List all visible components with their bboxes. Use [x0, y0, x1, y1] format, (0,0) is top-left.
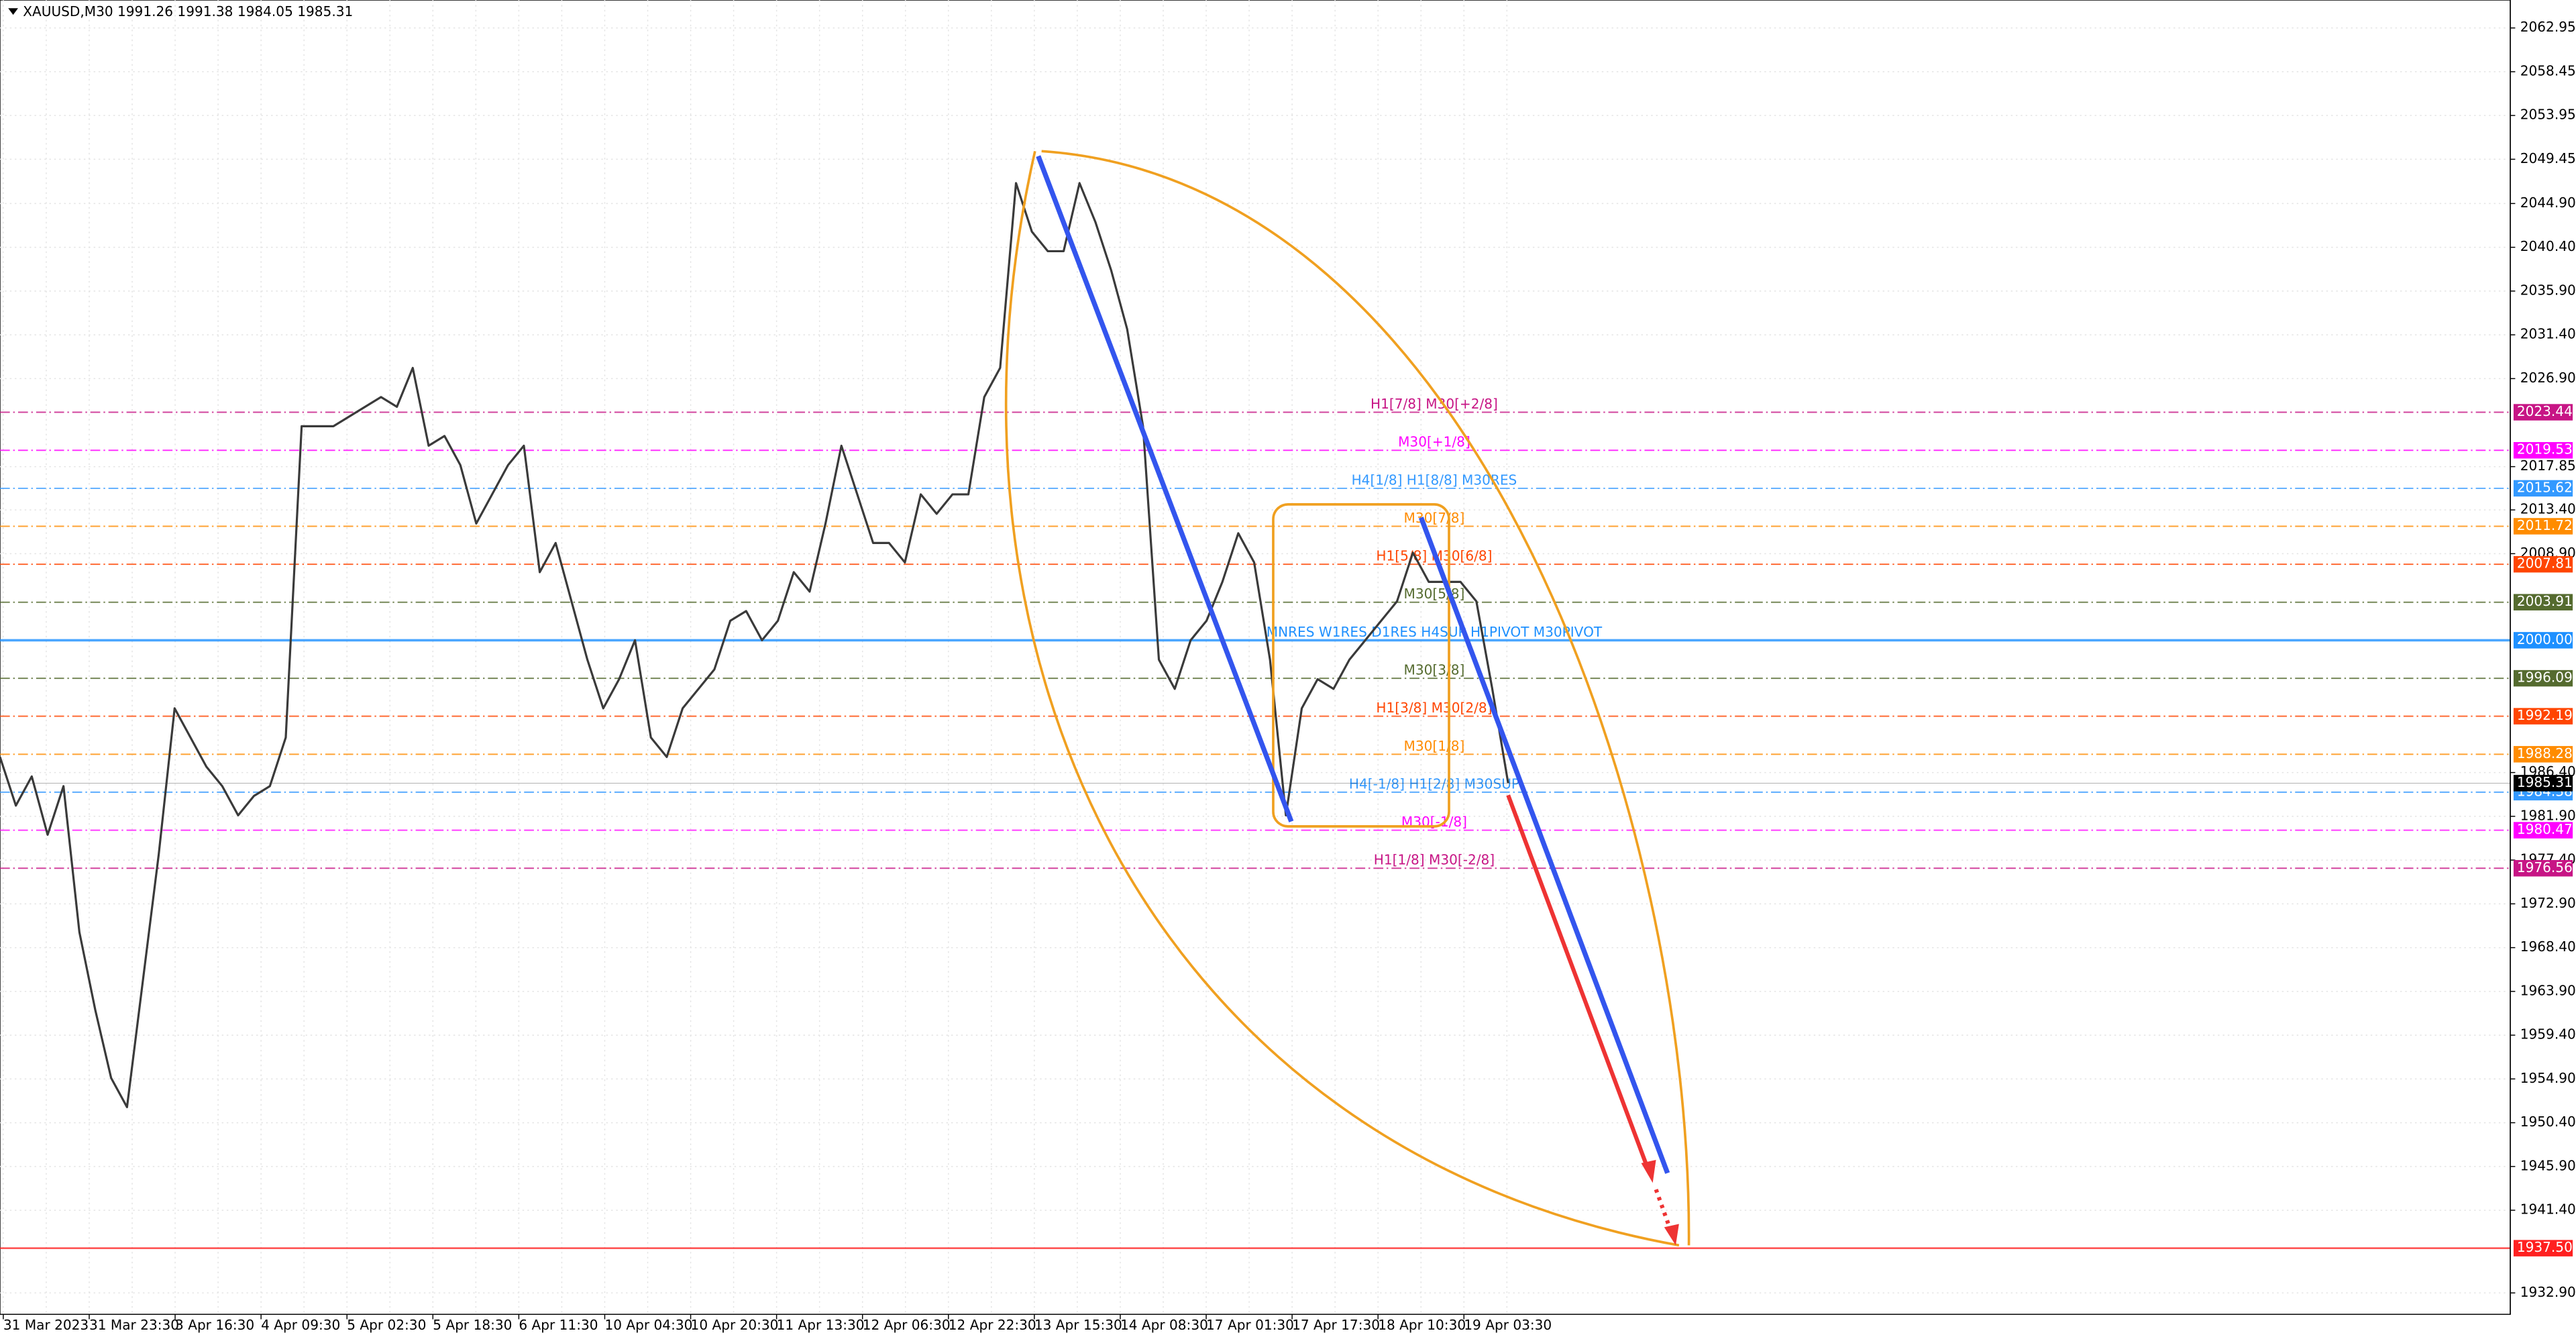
level-name: H1[7/8] M30[+2/8] [1371, 396, 1498, 412]
level-price-label: 1980.47 [2517, 821, 2573, 837]
arc-right [1041, 150, 1690, 1246]
price-line [0, 182, 1509, 1108]
level-price-tag [2513, 441, 2573, 459]
forecast-arrow [1506, 794, 1652, 1174]
arrow-head [1664, 1224, 1679, 1246]
y-tick-label: 1972.90 [2520, 895, 2576, 911]
trend-line [1418, 517, 1670, 1174]
level-price-tag [2513, 860, 2573, 877]
y-tick-label: 2031.40 [2520, 326, 2576, 342]
target-price-tag [2513, 1240, 2573, 1256]
x-tick-label: 3 Apr 16:30 [175, 1317, 254, 1333]
level-name: M30[+1/8] [1398, 434, 1470, 450]
y-tick-label: 1968.40 [2520, 939, 2576, 955]
level-price-tag [2513, 518, 2573, 535]
range-box [1272, 503, 1450, 828]
level-price-label: 2000.00 [2517, 631, 2573, 647]
level-price-label: 2015.62 [2517, 479, 2573, 495]
level-price-tag [2513, 822, 2573, 839]
x-tick-label: 5 Apr 18:30 [433, 1317, 512, 1333]
drawings [1004, 150, 1690, 1247]
header: XAUUSD,M30 1991.26 1991.38 1984.05 1985.… [23, 3, 353, 19]
level-price-tag [2513, 632, 2573, 649]
level-name: MNRES W1RES D1RES H4SUP H1PIVOT M30PIVOT [1267, 624, 1603, 640]
x-tick-label: 4 Apr 09:30 [261, 1317, 340, 1333]
y-tick-label: 1959.40 [2520, 1026, 2576, 1042]
level-name: M30[1/8] [1404, 738, 1465, 754]
level-price-tag [2513, 670, 2573, 687]
level-price-label: 2003.91 [2517, 593, 2573, 609]
x-tick-label: 10 Apr 20:30 [691, 1317, 779, 1333]
y-tick-label: 2017.85 [2520, 458, 2576, 474]
current-price-label: 1985.31 [2517, 774, 2573, 790]
plot-frame [0, 0, 2511, 1315]
series [0, 182, 1509, 1108]
y-tick-label: 1941.40 [2520, 1201, 2576, 1218]
x-tick-label: 31 Mar 23:30 [89, 1317, 179, 1333]
y-tick-label: 2053.95 [2520, 107, 2576, 123]
axis: 2062.95 2058.45 2053.95 2049.45 2044.90 2040.… [3, 19, 2576, 1333]
x-tick-label: 18 Apr 10:30 [1378, 1317, 1466, 1333]
level-name: M30[5/8] [1404, 586, 1465, 602]
y-tick-label: 2013.40 [2520, 501, 2576, 517]
arc-left [1004, 150, 1680, 1247]
y-tick-label: 2062.95 [2520, 19, 2576, 35]
x-tick-label: 19 Apr 03:30 [1464, 1317, 1552, 1333]
y-tick-label: 2058.45 [2520, 62, 2576, 78]
level-price-tag [2513, 555, 2573, 573]
x-tick-label: 12 Apr 22:30 [949, 1317, 1036, 1333]
x-tick-label: 13 Apr 15:30 [1034, 1317, 1122, 1333]
level-price-tag [2513, 708, 2573, 725]
x-tick-label: 12 Apr 06:30 [863, 1317, 951, 1333]
level-price-label: 2019.53 [2517, 441, 2573, 458]
level-price-label: 1992.19 [2517, 707, 2573, 723]
target-price-label: 1937.50 [2517, 1239, 2573, 1255]
x-tick-label: 31 Mar 2023 [3, 1317, 89, 1333]
y-tick-label: 1981.90 [2520, 807, 2576, 823]
x-tick-label: 6 Apr 11:30 [519, 1317, 598, 1333]
x-tick-label: 17 Apr 17:30 [1292, 1317, 1380, 1333]
level-price-tag [2513, 480, 2573, 497]
level-name: H1[3/8] M30[2/8] [1376, 700, 1492, 716]
y-tick-label: 2035.90 [2520, 282, 2576, 298]
level-name: M30[3/8] [1404, 662, 1465, 678]
header-arrow [8, 8, 18, 15]
y-tick-label: 2040.40 [2520, 238, 2576, 254]
level-price-tag [2513, 404, 2573, 421]
trend-line [1036, 155, 1294, 822]
grid [0, 0, 2511, 1315]
arrow-head [1641, 1160, 1656, 1183]
level-price-label: 1996.09 [2517, 670, 2573, 686]
level-price-label: 2007.81 [2517, 555, 2573, 572]
levels: H1[7/8] M30[+2/8]M30[+1/8]H4[1/8] H1[8/8… [0, 396, 2511, 1249]
x-tick-label: 14 Apr 08:30 [1120, 1317, 1208, 1333]
level-price-tag [2513, 746, 2573, 763]
x-tick-label: 11 Apr 13:30 [777, 1317, 865, 1333]
y-tick-label: 1963.90 [2520, 982, 2576, 998]
y-tick-label: 1945.90 [2520, 1157, 2576, 1173]
current-price-tag [2513, 775, 2573, 792]
y-tick-label: 2044.90 [2520, 195, 2576, 211]
level-price-tag [2513, 594, 2573, 610]
level-price-label: 1988.28 [2517, 745, 2573, 761]
level-price-label: 2011.72 [2517, 517, 2573, 533]
y-tick-label: 2049.45 [2520, 150, 2576, 166]
level-name: H4[-1/8] H1[2/8] M30SUP [1349, 775, 1519, 792]
x-tick-label: 10 Apr 04:30 [604, 1317, 692, 1333]
level-price-label: 1976.56 [2517, 859, 2573, 875]
x-tick-label: 17 Apr 01:30 [1206, 1317, 1294, 1333]
level-price-label: 2023.44 [2517, 403, 2573, 419]
x-tick-label: 5 Apr 02:30 [347, 1317, 426, 1333]
level-name: H1[1/8] M30[-2/8] [1374, 852, 1495, 868]
y-tick-label: 1954.90 [2520, 1070, 2576, 1086]
y-tick-label: 1950.40 [2520, 1114, 2576, 1130]
y-tick-label: 2026.90 [2520, 370, 2576, 386]
level-name: M30[7/8] [1404, 510, 1465, 526]
y-tick-label: 1932.90 [2520, 1284, 2576, 1300]
